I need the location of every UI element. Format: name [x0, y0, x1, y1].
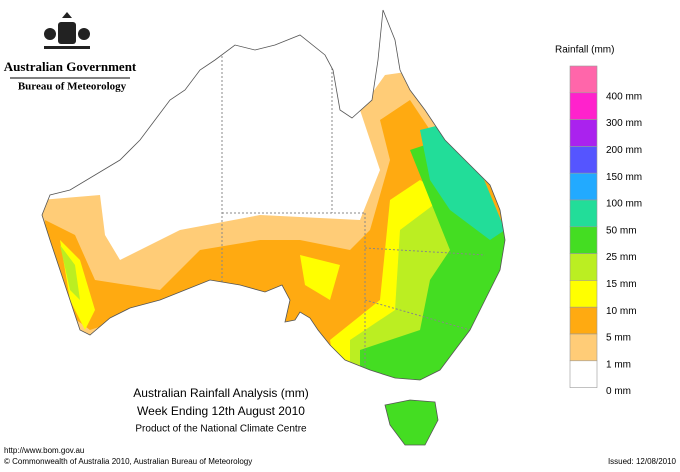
map-subtitle: Week Ending 12th August 2010: [137, 404, 305, 418]
legend-swatch: [569, 360, 598, 388]
legend-label: 50 mm: [606, 225, 637, 236]
issued: Issued: 12/08/2010: [608, 457, 677, 466]
state-borders: [221, 40, 486, 370]
legend-label: 200 mm: [606, 145, 642, 156]
legend-label: 0 mm: [606, 386, 631, 397]
legend-label: 15 mm: [606, 279, 637, 290]
legend-label: 100 mm: [606, 199, 642, 210]
legend-swatch: [569, 65, 598, 94]
map: [41, 9, 506, 446]
legend-label: 5 mm: [606, 333, 631, 344]
gov-name: Australian Government: [4, 59, 137, 74]
legend: Rainfall (mm) 400 mm 300 mm 200 mm 150 mm 10…: [555, 45, 642, 398]
tasmania: [384, 399, 439, 446]
legend-swatch: [569, 306, 598, 335]
legend-swatch: [569, 226, 598, 254]
legend-swatch: [569, 146, 598, 174]
legend-swatch: [569, 253, 598, 281]
legend-swatch: [569, 333, 598, 362]
legend-label: 10 mm: [606, 306, 637, 317]
legend-swatch: [569, 92, 598, 120]
logo: [44, 12, 90, 49]
legend-label: 1 mm: [606, 359, 631, 370]
legend-label: 300 mm: [606, 118, 642, 129]
copyright: © Commonwealth of Australia 2010, Austra…: [4, 457, 252, 466]
legend-title: Rainfall (mm): [555, 45, 614, 56]
legend-swatch: [569, 172, 598, 201]
rain-50mm: [420, 125, 505, 240]
legend-swatch: [569, 199, 598, 228]
legend-swatch: [569, 119, 598, 147]
legend-label: 150 mm: [606, 172, 642, 183]
legend-label: 25 mm: [606, 252, 637, 263]
map-credit: Product of the National Climate Centre: [135, 424, 307, 435]
legend-swatch: [569, 280, 598, 308]
url: http://www.bom.gov.au: [4, 446, 84, 455]
legend-label: 400 mm: [606, 91, 642, 102]
bureau-name: Bureau of Meteorology: [18, 81, 127, 93]
map-title: Australian Rainfall Analysis (mm): [133, 386, 308, 400]
